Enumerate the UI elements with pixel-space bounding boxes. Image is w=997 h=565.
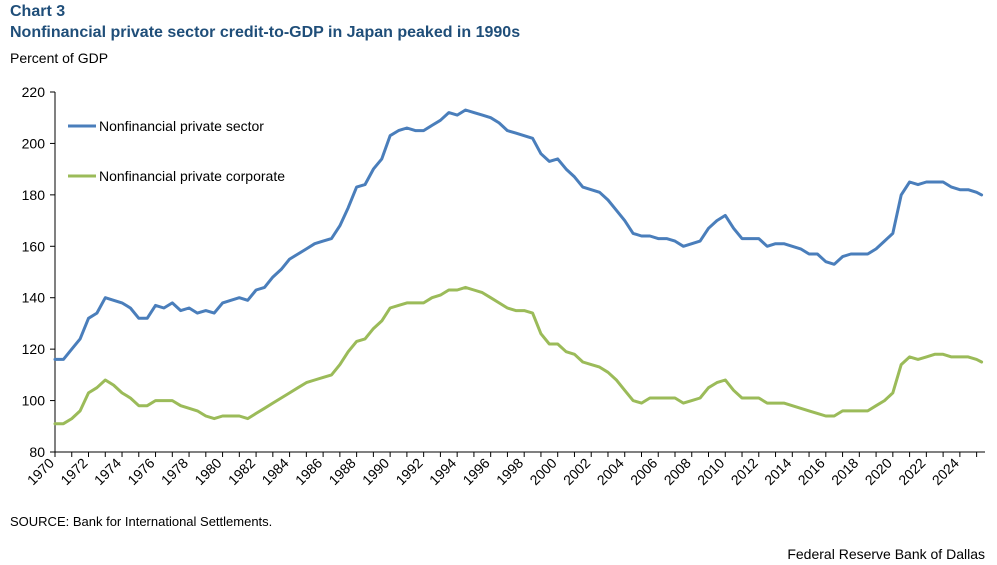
x-tick-label: 1994 — [426, 455, 459, 488]
x-tick-label: 2002 — [560, 455, 593, 488]
legend-label: Nonfinancial private corporate — [99, 168, 285, 184]
chart-number: Chart 3 — [10, 3, 66, 20]
x-tick-label: 1976 — [124, 455, 157, 488]
y-tick-label: 140 — [22, 290, 46, 306]
series-line-nonfinancial-private-sector — [53, 108, 984, 361]
x-tick-label: 1996 — [459, 455, 492, 488]
x-tick-label: 1982 — [225, 455, 258, 488]
x-tick-label: 1990 — [359, 455, 392, 488]
x-tick-label: 2014 — [761, 455, 794, 488]
y-tick-label: 200 — [22, 135, 46, 151]
credit-line: Federal Reserve Bank of Dallas — [787, 546, 985, 562]
x-tick-label: 2020 — [862, 455, 895, 488]
x-tick-label: 2000 — [526, 455, 559, 488]
series-line-nonfinancial-private-corporate — [53, 285, 984, 426]
x-tick-label: 2006 — [627, 455, 660, 488]
x-tick-label: 1988 — [325, 455, 358, 488]
x-tick-label: 1974 — [91, 455, 124, 488]
chart-title: Nonfinancial private sector credit-to-GD… — [10, 24, 521, 41]
x-tick-label: 2016 — [795, 455, 828, 488]
x-tick-label: 2012 — [728, 455, 761, 488]
x-tick-label: 2004 — [594, 455, 627, 488]
x-tick-label: 1980 — [191, 455, 224, 488]
y-tick-label: 120 — [22, 341, 46, 357]
legend: Nonfinancial private sector Nonfinancial … — [68, 118, 285, 184]
x-tick-label: 2024 — [929, 455, 962, 488]
y-tick-label: 80 — [29, 444, 45, 460]
x-tick-label: 2022 — [895, 455, 928, 488]
legend-label: Nonfinancial private sector — [99, 118, 264, 134]
x-tick-label: 1992 — [392, 455, 425, 488]
x-tick-label: 2018 — [828, 455, 861, 488]
y-tick-label: 180 — [22, 187, 46, 203]
y-tick-label: 160 — [22, 238, 46, 254]
x-tick-label: 1998 — [493, 455, 526, 488]
source-note: SOURCE: Bank for International Settlemen… — [10, 514, 273, 529]
y-tick-label: 220 — [22, 84, 46, 100]
x-tick-label: 1984 — [258, 455, 291, 488]
series-layer — [53, 108, 984, 426]
y-tick-label: 100 — [22, 393, 46, 409]
x-tick-label: 1978 — [158, 455, 191, 488]
x-tick-label: 1972 — [57, 455, 90, 488]
y-axis-unit-label: Percent of GDP — [10, 50, 109, 66]
x-tick-label: 2008 — [661, 455, 694, 488]
x-tick-label: 2010 — [694, 455, 727, 488]
x-tick-label: 1986 — [292, 455, 325, 488]
